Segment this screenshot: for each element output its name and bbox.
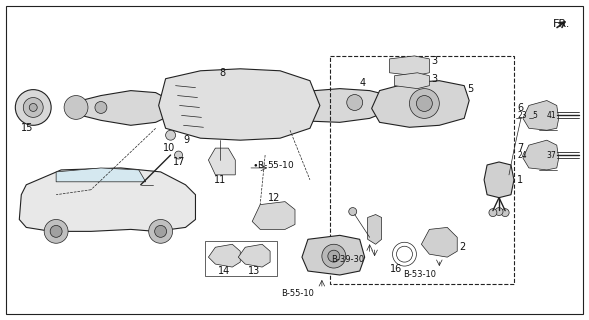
Polygon shape [252,202,295,229]
Text: B-39-30: B-39-30 [331,255,365,264]
Circle shape [29,103,37,111]
Text: 5: 5 [532,111,537,120]
Text: FR.: FR. [552,19,570,29]
Circle shape [174,151,183,159]
Polygon shape [484,162,514,198]
Text: 8: 8 [219,68,226,78]
Text: 16: 16 [389,264,402,274]
Polygon shape [523,100,559,130]
Text: B-55-10: B-55-10 [282,289,315,298]
Text: 3: 3 [431,74,438,84]
Text: 5: 5 [467,84,474,94]
Polygon shape [395,73,429,89]
Circle shape [95,101,107,113]
Polygon shape [209,244,240,267]
Text: 6: 6 [517,103,523,114]
Text: 3: 3 [431,56,438,66]
Circle shape [64,96,88,119]
Text: 13: 13 [248,266,260,276]
Circle shape [501,209,509,217]
Polygon shape [158,69,320,140]
Circle shape [166,130,176,140]
Circle shape [155,225,167,237]
Circle shape [15,90,51,125]
Text: 17: 17 [173,157,185,167]
Circle shape [349,208,357,215]
Text: 1: 1 [517,175,523,185]
Text: 10: 10 [163,143,175,153]
Text: 7: 7 [517,143,523,153]
Circle shape [203,92,239,128]
Bar [206,241,277,276]
Polygon shape [523,140,559,170]
Polygon shape [421,228,457,257]
Circle shape [347,95,363,110]
Bar [330,56,514,284]
Circle shape [409,89,439,118]
Circle shape [193,83,248,138]
Polygon shape [372,81,469,127]
Circle shape [148,220,173,243]
Text: 37: 37 [547,150,557,160]
Text: 4: 4 [360,78,366,88]
Circle shape [50,225,62,237]
Text: 24: 24 [518,150,528,160]
Text: 15: 15 [21,123,34,133]
Text: 23: 23 [518,111,528,120]
Polygon shape [265,89,389,122]
Polygon shape [56,168,145,182]
Polygon shape [209,148,235,175]
Text: 12: 12 [268,193,280,203]
Circle shape [44,220,68,243]
Text: 9: 9 [184,135,190,145]
Circle shape [210,100,230,120]
Polygon shape [239,244,270,267]
Circle shape [495,208,503,215]
Polygon shape [368,214,382,244]
Text: 14: 14 [219,266,231,276]
Text: $\bullet$B-55-10: $\bullet$B-55-10 [252,159,295,171]
Text: B-53-10: B-53-10 [403,269,436,278]
Circle shape [489,209,497,217]
Text: 41: 41 [547,111,557,120]
Polygon shape [389,56,429,76]
Text: 11: 11 [214,175,227,185]
Polygon shape [76,91,171,125]
Circle shape [416,96,432,111]
Polygon shape [302,235,365,275]
Text: 2: 2 [459,242,465,252]
Circle shape [328,250,340,262]
Polygon shape [19,168,196,231]
Circle shape [24,98,43,117]
Circle shape [322,244,346,268]
